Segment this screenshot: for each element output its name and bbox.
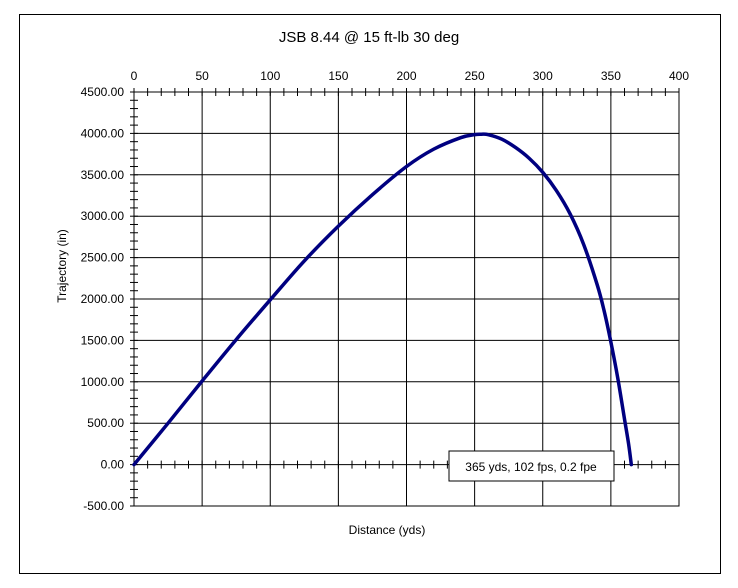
- x-tick-label: 50: [195, 69, 209, 83]
- x-tick-label: 350: [601, 69, 621, 83]
- y-tick-labels: -500.00 0.00 500.00 1000.00 1500.00 2000.00 25…: [81, 85, 125, 513]
- y-tick-label: 4000.00: [81, 126, 125, 140]
- x-axis-title: Distance (yds): [349, 523, 426, 537]
- y-tick-label: 3000.00: [81, 209, 125, 223]
- y-tick-label: 2500.00: [81, 251, 125, 265]
- y-tick-label: -500.00: [83, 499, 124, 513]
- y-axis-title: Trajectory (in): [55, 229, 69, 303]
- x-tick-label: 0: [131, 69, 138, 83]
- trajectory-series-line: [132, 132, 634, 467]
- x-tick-label: 100: [260, 69, 280, 83]
- x-tick-labels: 0 50 100 150 200 250 300 350 400: [131, 69, 690, 83]
- x-tick-label: 300: [533, 69, 553, 83]
- y-tick-label: 4500.00: [81, 85, 125, 99]
- y-tick-label: 3500.00: [81, 168, 125, 182]
- y-tick-label: 1000.00: [81, 375, 125, 389]
- x-tick-label: 150: [328, 69, 348, 83]
- y-tick-label: 0.00: [101, 458, 125, 472]
- grid-lines: [133, 91, 680, 507]
- x-tick-label: 250: [465, 69, 485, 83]
- y-tick-label: 2000.00: [81, 292, 125, 306]
- chart-title: JSB 8.44 @ 15 ft-lb 30 deg: [279, 29, 459, 46]
- minor-ticks: [130, 88, 680, 507]
- annotation-box: 365 yds, 102 fps, 0.2 fpe: [448, 450, 615, 482]
- y-tick-label: 500.00: [87, 416, 124, 430]
- x-tick-label: 400: [669, 69, 689, 83]
- annotation-text: 365 yds, 102 fps, 0.2 fpe: [465, 460, 597, 474]
- x-tick-label: 200: [396, 69, 416, 83]
- y-tick-label: 1500.00: [81, 333, 125, 347]
